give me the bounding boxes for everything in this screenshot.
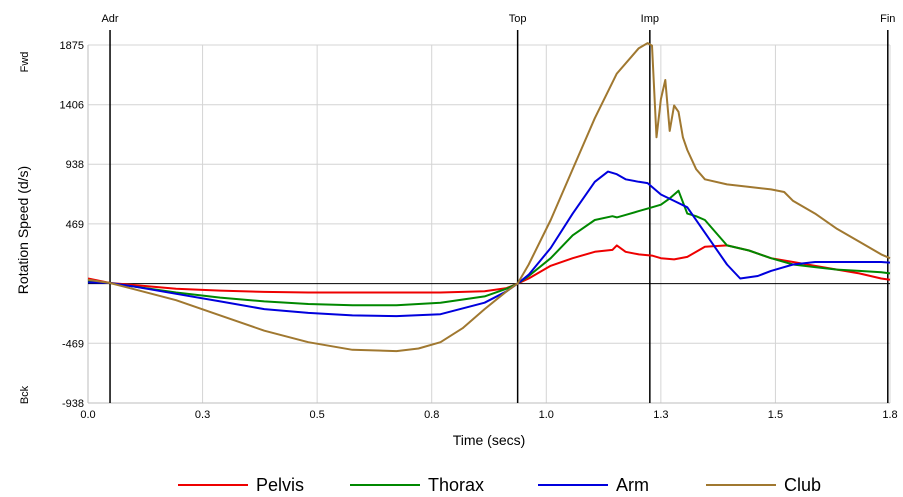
y-tick-label: 1406	[60, 100, 84, 112]
x-tick-label: 0.0	[80, 409, 95, 421]
phase-marker-label: Adr	[101, 13, 118, 25]
series-lines	[87, 42, 891, 353]
y-tick-label: 938	[66, 159, 84, 171]
series-line-thorax	[87, 189, 891, 307]
y-tick-label: 469	[66, 219, 84, 231]
y-tick-label: -469	[62, 338, 84, 350]
y-side-label-bottom: Bck	[19, 385, 31, 404]
x-tick-label: 0.8	[424, 409, 439, 421]
phase-marker-label: Top	[509, 13, 527, 25]
y-tick-labels: 1875 1406 938 469 -469 -938	[60, 40, 84, 410]
x-tick-label: 1.5	[768, 409, 783, 421]
y-axis-title: Rotation Speed (d/s)	[15, 166, 31, 294]
y-tick-label: 1875	[60, 40, 84, 52]
y-side-label-top: Fwd	[19, 52, 31, 73]
legend-label-pelvis: Pelvis	[256, 475, 304, 495]
legend: Pelvis Thorax Arm Club	[178, 475, 821, 495]
x-tick-label: 1.0	[539, 409, 554, 421]
x-tick-label: 1.3	[653, 409, 668, 421]
series-line-club	[87, 42, 891, 353]
x-tick-labels: 0.0 0.3 0.5 0.8 1.0 1.3 1.5 1.8	[80, 409, 897, 421]
legend-label-club: Club	[784, 475, 821, 495]
x-tick-label: 0.3	[195, 409, 210, 421]
y-tick-label: -938	[62, 398, 84, 410]
phase-marker-label: Imp	[641, 13, 659, 25]
phase-markers: Adr Top Imp Fin	[101, 13, 895, 403]
legend-label-arm: Arm	[616, 475, 649, 495]
phase-marker-label: Fin	[880, 13, 895, 25]
x-tick-label: 1.8	[882, 409, 897, 421]
legend-label-thorax: Thorax	[428, 475, 484, 495]
series-line-arm	[87, 170, 891, 318]
x-axis-title: Time (secs)	[453, 432, 526, 448]
x-tick-label: 0.5	[309, 409, 324, 421]
